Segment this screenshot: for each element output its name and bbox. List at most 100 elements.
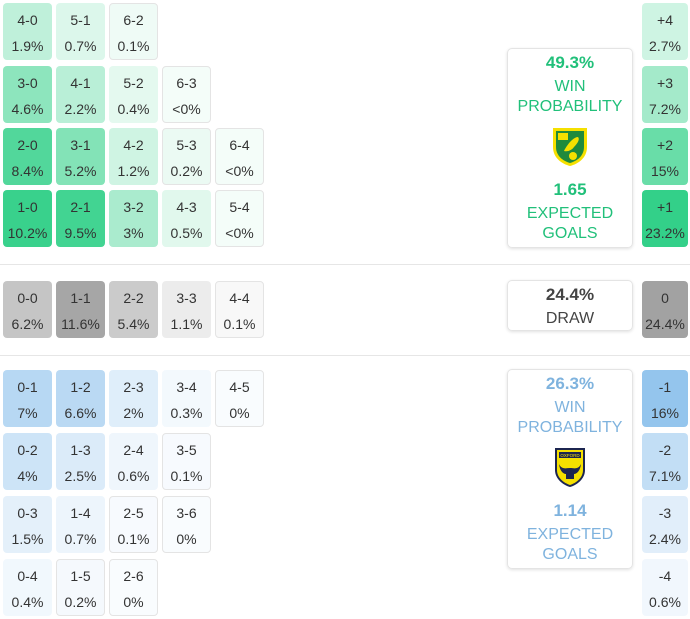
prob: 0%	[229, 405, 250, 421]
win-label: PROBABILITY	[517, 419, 623, 436]
scoreline-cell: 2-2 5.4%	[109, 281, 158, 338]
scoreline-cell: 2-5 0.1%	[109, 496, 158, 553]
margin-cell: -3 2.4%	[642, 496, 688, 553]
xg-label: EXPECTED	[526, 526, 614, 543]
prob: 0.6%	[649, 594, 681, 610]
scoreline-cell: 5-1 0.7%	[56, 3, 105, 60]
divider	[0, 264, 690, 265]
home-win-card: 49.3% WIN PROBABILITY 1.65 EXPECTED GOAL…	[507, 48, 633, 248]
margin-cell: +2 15%	[642, 128, 688, 185]
prob: 1.1%	[170, 316, 203, 332]
prob: 0.5%	[170, 225, 203, 241]
score: 2-5	[123, 505, 144, 521]
draw-label: DRAW	[545, 310, 595, 327]
score: 0-2	[17, 442, 38, 458]
prob: 2.4%	[649, 531, 681, 547]
oxford-crest-icon: OXFORD	[555, 448, 585, 487]
prob: 11.6%	[61, 316, 100, 332]
score: -4	[658, 568, 672, 584]
score: -1	[658, 379, 672, 395]
score: +2	[657, 137, 673, 153]
draw-card: 24.4% DRAW	[507, 280, 633, 331]
score: -2	[658, 442, 672, 458]
score: 5-1	[70, 12, 91, 28]
score: 0-4	[17, 568, 38, 584]
score: 4-5	[229, 379, 250, 395]
scoreline-cell: 5-2 0.4%	[109, 66, 158, 123]
prob: 15%	[650, 163, 680, 179]
xg-label: GOALS	[542, 225, 598, 242]
xg-label: EXPECTED	[526, 205, 614, 222]
scoreline-cell: 4-1 2.2%	[56, 66, 105, 123]
prob: 0.3%	[170, 405, 203, 421]
score: 2-2	[123, 290, 144, 306]
score: 3-6	[176, 505, 197, 521]
score: 4-3	[176, 199, 197, 215]
scoreline-cell: 2-6 0%	[109, 559, 158, 616]
margin-cell: -4 0.6%	[642, 559, 688, 616]
prob: 7.2%	[649, 101, 681, 117]
scoreline-cell: 1-3 2.5%	[56, 433, 105, 490]
scoreline-cell: 3-0 4.6%	[3, 66, 52, 123]
home-win-pct: 49.3%	[545, 53, 595, 72]
prob: 0.2%	[64, 594, 97, 610]
scoreline-cell: 3-6 0%	[162, 496, 211, 553]
away-win-pct: 26.3%	[545, 374, 595, 393]
score: 3-2	[123, 199, 144, 215]
score: 5-2	[123, 75, 144, 91]
prob: 0.4%	[117, 101, 150, 117]
prob: 7.1%	[649, 468, 681, 484]
score: 1-1	[70, 290, 91, 306]
scoreline-cell: 1-2 6.6%	[56, 370, 105, 427]
scoreline-cell: 4-3 0.5%	[162, 190, 211, 247]
scoreline-cell: 1-1 11.6%	[56, 281, 105, 338]
prob: 0.1%	[223, 316, 256, 332]
prob: 7%	[17, 405, 38, 421]
prob: 0.7%	[64, 38, 97, 54]
score: 0-3	[17, 505, 38, 521]
win-label: WIN	[554, 78, 586, 95]
margin-cell: -1 16%	[642, 370, 688, 427]
margin-cell: 0 24.4%	[642, 281, 688, 338]
scoreline-cell: 3-2 3%	[109, 190, 158, 247]
score: 4-4	[229, 290, 250, 306]
xg-label: GOALS	[542, 546, 598, 563]
draw-pct: 24.4%	[545, 285, 595, 304]
scoreline-cell: 1-4 0.7%	[56, 496, 105, 553]
prob: <0%	[225, 163, 254, 179]
prob: 2.5%	[64, 468, 97, 484]
scoreline-cell: 2-0 8.4%	[3, 128, 52, 185]
scoreline-cell: 3-5 0.1%	[162, 433, 211, 490]
score: 1-3	[70, 442, 91, 458]
prob: 2.2%	[64, 101, 97, 117]
scoreline-cell: 5-3 0.2%	[162, 128, 211, 185]
scoreline-cell: 3-4 0.3%	[162, 370, 211, 427]
scoreline-cell: 2-1 9.5%	[56, 190, 105, 247]
scoreline-cell: 1-5 0.2%	[56, 559, 105, 616]
prob: 0.2%	[170, 163, 203, 179]
away-xg: 1.14	[553, 501, 587, 520]
score: 1-0	[17, 199, 38, 215]
prob: 1.5%	[11, 531, 44, 547]
scoreline-cell: 6-2 0.1%	[109, 3, 158, 60]
prob: 0%	[176, 531, 197, 547]
scoreline-cell: 6-4 <0%	[215, 128, 264, 185]
scoreline-cell: 0-0 6.2%	[3, 281, 52, 338]
score: 5-3	[176, 137, 197, 153]
margin-cell: +3 7.2%	[642, 66, 688, 123]
prob: 5.4%	[117, 316, 150, 332]
score: +3	[657, 75, 673, 91]
score: 6-2	[123, 12, 144, 28]
score: +4	[657, 12, 673, 28]
prob: <0%	[225, 225, 254, 241]
score: 5-4	[229, 199, 250, 215]
score: 2-0	[17, 137, 38, 153]
scoreline-cell: 6-3 <0%	[162, 66, 211, 123]
scoreline-cell: 1-0 10.2%	[3, 190, 52, 247]
prob: 8.4%	[11, 163, 44, 179]
score: 3-0	[17, 75, 38, 91]
score: 1-5	[70, 568, 91, 584]
score: 2-1	[70, 199, 91, 215]
prob: <0%	[172, 101, 201, 117]
scoreline-cell: 0-1 7%	[3, 370, 52, 427]
